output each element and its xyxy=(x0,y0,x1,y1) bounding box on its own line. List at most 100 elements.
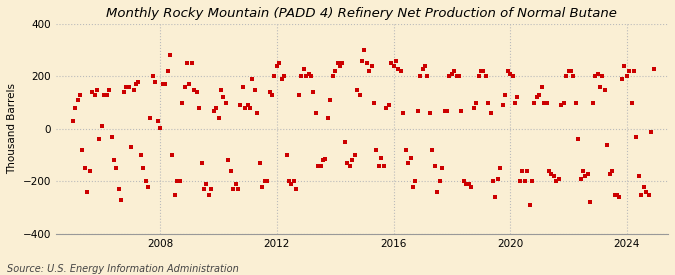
Point xyxy=(271,64,282,68)
Point xyxy=(354,93,365,97)
Point xyxy=(478,69,489,73)
Point xyxy=(82,190,92,194)
Point xyxy=(267,93,277,97)
Point xyxy=(356,59,367,63)
Point xyxy=(227,187,238,191)
Point xyxy=(218,95,229,100)
Point xyxy=(371,148,382,152)
Point xyxy=(186,61,197,65)
Point xyxy=(182,61,192,65)
Point xyxy=(556,103,566,108)
Point xyxy=(198,187,209,191)
Point xyxy=(250,87,261,92)
Point xyxy=(315,163,326,168)
Point xyxy=(300,74,311,79)
Point xyxy=(517,169,528,173)
Point xyxy=(599,87,610,92)
Point xyxy=(150,79,161,84)
Point xyxy=(468,106,479,110)
Point xyxy=(213,116,224,121)
Point xyxy=(587,100,598,105)
Point xyxy=(439,108,450,113)
Point xyxy=(332,61,343,65)
Point xyxy=(634,174,645,178)
Point xyxy=(262,179,273,184)
Point xyxy=(519,179,530,184)
Point xyxy=(191,90,202,94)
Point xyxy=(403,161,414,165)
Point xyxy=(264,90,275,94)
Point xyxy=(308,90,319,94)
Point xyxy=(347,158,358,163)
Point xyxy=(425,111,435,116)
Point xyxy=(92,87,103,92)
Point xyxy=(602,142,613,147)
Point xyxy=(276,77,287,81)
Point xyxy=(429,163,440,168)
Point xyxy=(597,74,608,79)
Y-axis label: Thousand Barrels: Thousand Barrels xyxy=(7,83,17,174)
Point xyxy=(84,169,95,173)
Point xyxy=(133,79,144,84)
Point xyxy=(422,74,433,79)
Point xyxy=(427,148,437,152)
Point xyxy=(434,179,445,184)
Point xyxy=(124,85,134,89)
Point xyxy=(510,100,520,105)
Point xyxy=(624,69,634,73)
Point xyxy=(225,169,236,173)
Point xyxy=(543,169,554,173)
Point xyxy=(165,53,176,57)
Point xyxy=(233,187,244,191)
Point xyxy=(481,74,491,79)
Point xyxy=(473,74,484,79)
Point xyxy=(104,87,115,92)
Point xyxy=(274,61,285,65)
Point xyxy=(189,87,200,92)
Point xyxy=(592,72,603,76)
Point xyxy=(169,192,180,197)
Point xyxy=(157,82,168,86)
Point xyxy=(140,179,151,184)
Point xyxy=(432,190,443,194)
Point xyxy=(514,179,525,184)
Point xyxy=(325,98,335,102)
Point xyxy=(291,187,302,191)
Point xyxy=(385,61,396,65)
Point xyxy=(590,74,601,79)
Point xyxy=(286,182,297,186)
Point xyxy=(70,106,81,110)
Point xyxy=(388,64,399,68)
Point xyxy=(342,161,352,165)
Point xyxy=(502,69,513,73)
Point xyxy=(568,74,578,79)
Point xyxy=(211,106,221,110)
Point xyxy=(340,140,350,144)
Point xyxy=(408,185,418,189)
Point xyxy=(534,93,545,97)
Point xyxy=(400,148,411,152)
Point xyxy=(162,69,173,73)
Point xyxy=(531,95,542,100)
Point xyxy=(240,106,250,110)
Point xyxy=(310,111,321,116)
Point xyxy=(476,69,487,73)
Point xyxy=(563,69,574,73)
Point xyxy=(541,100,552,105)
Point xyxy=(203,192,214,197)
Point xyxy=(505,72,516,76)
Point xyxy=(142,185,153,189)
Point xyxy=(626,100,637,105)
Point xyxy=(128,87,139,92)
Point xyxy=(470,100,481,105)
Point xyxy=(303,72,314,76)
Point xyxy=(595,85,605,89)
Point xyxy=(616,77,627,81)
Point xyxy=(493,177,504,181)
Point xyxy=(373,163,384,168)
Point xyxy=(254,161,265,165)
Point xyxy=(305,74,316,79)
Point xyxy=(500,93,511,97)
Point xyxy=(636,192,647,197)
Point xyxy=(184,82,195,86)
